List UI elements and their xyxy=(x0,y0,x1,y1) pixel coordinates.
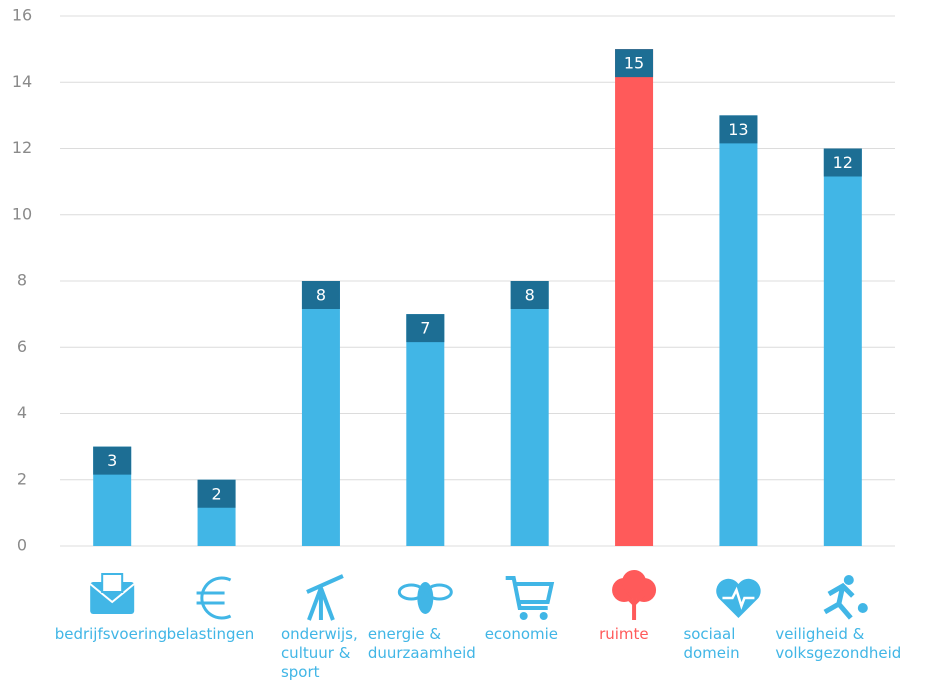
icon xyxy=(397,583,425,601)
icon xyxy=(505,576,555,610)
y-tick-label: 12 xyxy=(12,138,32,157)
x-tick-label: veiligheid & volksgezondheid xyxy=(775,625,902,662)
value-label: 12 xyxy=(833,153,853,172)
category-icon xyxy=(89,573,135,614)
icon xyxy=(722,586,755,610)
icon xyxy=(539,612,548,620)
category-icon xyxy=(196,576,232,620)
value-label: 8 xyxy=(525,286,535,305)
x-tick-label: bedrijfsvoering xyxy=(54,625,168,643)
value-label-box xyxy=(823,148,862,177)
icon xyxy=(306,574,344,621)
value-label: 13 xyxy=(728,120,748,139)
icon xyxy=(101,573,124,593)
icon xyxy=(519,612,528,620)
y-tick-label: 2 xyxy=(17,469,27,488)
x-tick-label: sociaal domein xyxy=(683,625,740,662)
category-icon xyxy=(612,570,657,620)
y-tick-label: 10 xyxy=(12,204,32,223)
y-tick-label: 0 xyxy=(17,536,27,555)
icon xyxy=(622,592,646,620)
bar xyxy=(510,281,549,546)
icon xyxy=(196,576,232,620)
category-icon xyxy=(716,578,761,618)
category-icon xyxy=(397,582,453,614)
value-label: 15 xyxy=(624,54,644,73)
value-label-box xyxy=(301,281,340,309)
x-tick-label: onderwijs, cultuur & sport xyxy=(280,625,358,681)
icon xyxy=(843,575,854,585)
category-icon xyxy=(505,576,555,620)
category-icon xyxy=(823,575,868,620)
value-label-box xyxy=(510,281,549,309)
icon xyxy=(857,603,868,613)
x-tick-label: economie xyxy=(484,625,559,643)
y-tick-label: 16 xyxy=(12,6,32,25)
icon xyxy=(425,583,453,601)
value-label: 8 xyxy=(316,286,326,305)
category-icon xyxy=(306,574,344,621)
y-tick-label: 4 xyxy=(17,403,27,422)
icon xyxy=(823,582,855,620)
y-tick-label: 8 xyxy=(17,271,27,290)
value-label-box xyxy=(719,115,758,144)
value-label-box xyxy=(197,479,236,508)
y-tick-label: 6 xyxy=(17,337,27,356)
value-label: 3 xyxy=(107,451,117,470)
y-tick-label: 14 xyxy=(12,72,32,91)
value-label-box xyxy=(93,446,132,475)
value-label: 7 xyxy=(420,319,430,338)
bar xyxy=(719,115,758,546)
icon xyxy=(89,583,135,604)
value-label-box xyxy=(615,49,654,78)
bar xyxy=(301,281,340,546)
x-tick-label: ruimte xyxy=(599,625,649,643)
bar xyxy=(615,49,654,546)
x-tick-label: energie & duurzaamheid xyxy=(367,625,476,662)
value-label-box xyxy=(406,314,445,343)
bar xyxy=(406,314,445,546)
value-label: 2 xyxy=(211,484,221,503)
bar xyxy=(823,148,862,546)
icon xyxy=(622,570,647,594)
x-tick-label: belastingen xyxy=(166,625,255,643)
